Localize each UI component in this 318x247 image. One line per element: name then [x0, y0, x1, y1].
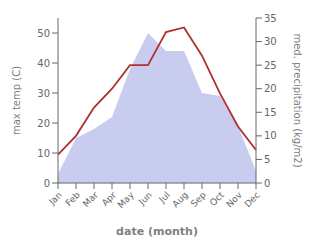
svg-text:Oct: Oct — [208, 190, 226, 208]
svg-text:30: 30 — [37, 88, 50, 99]
svg-text:Jul: Jul — [156, 190, 171, 205]
svg-text:25: 25 — [264, 60, 277, 71]
svg-text:Feb: Feb — [64, 190, 83, 209]
svg-text:0: 0 — [44, 178, 50, 189]
svg-text:40: 40 — [37, 58, 50, 69]
svg-text:Jun: Jun — [136, 190, 154, 208]
svg-text:50: 50 — [37, 28, 50, 39]
svg-text:20: 20 — [264, 83, 277, 94]
svg-text:5: 5 — [264, 154, 270, 165]
svg-text:May: May — [116, 189, 137, 210]
svg-text:Nov: Nov — [224, 189, 244, 209]
svg-text:20: 20 — [37, 118, 50, 129]
svg-text:max temp (C): max temp (C) — [11, 66, 22, 135]
svg-text:Apr: Apr — [100, 190, 118, 208]
svg-text:30: 30 — [264, 36, 277, 47]
svg-text:Aug: Aug — [170, 190, 190, 210]
svg-text:15: 15 — [264, 107, 277, 118]
svg-text:Mar: Mar — [81, 190, 100, 209]
svg-text:10: 10 — [264, 130, 277, 141]
svg-text:Jan: Jan — [46, 190, 64, 208]
svg-text:med. precipitation (kg/m2): med. precipitation (kg/m2) — [292, 33, 303, 167]
svg-text:Dec: Dec — [243, 190, 262, 209]
svg-text:35: 35 — [264, 13, 277, 24]
svg-text:0: 0 — [264, 178, 270, 189]
svg-text:date (month): date (month) — [116, 225, 198, 238]
svg-text:10: 10 — [37, 148, 50, 159]
svg-text:Sep: Sep — [189, 190, 208, 209]
